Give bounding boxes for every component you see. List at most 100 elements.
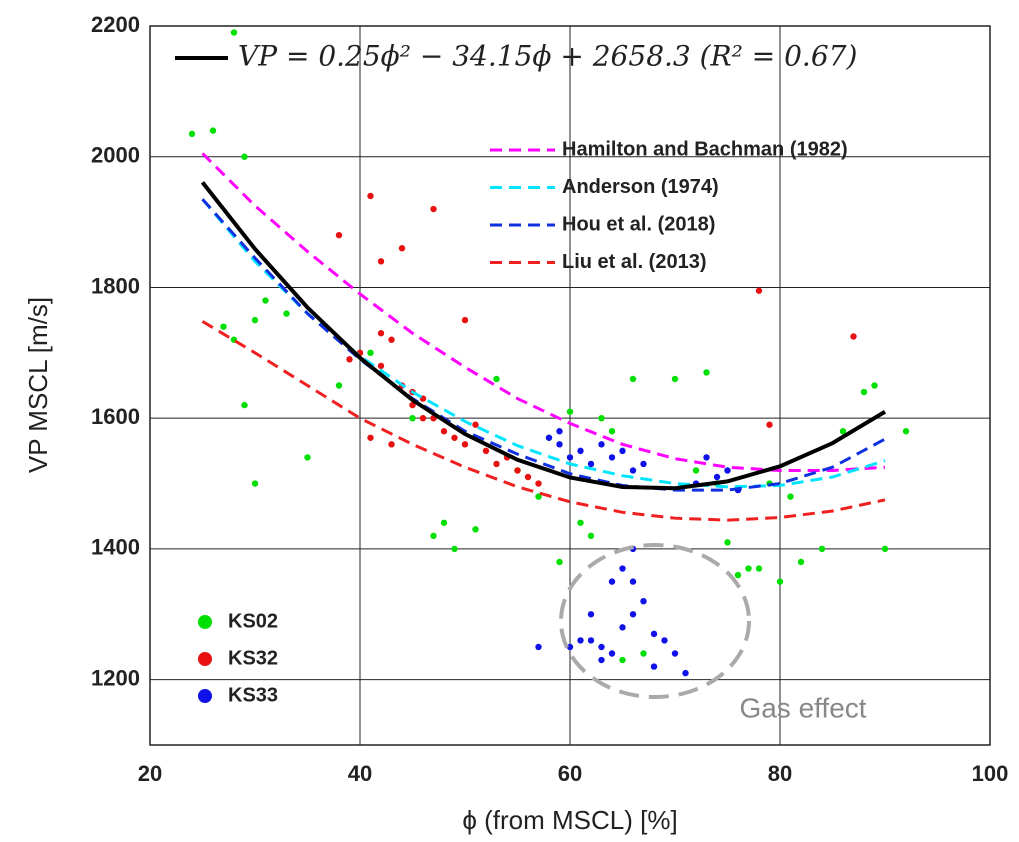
point [346, 356, 353, 363]
y-tick-label: 2200 [91, 12, 140, 37]
point [367, 192, 374, 200]
x-tick-label: 100 [972, 761, 1009, 786]
point [713, 473, 721, 481]
point [493, 460, 500, 468]
point [241, 153, 248, 160]
point [535, 493, 542, 500]
legend-marker [198, 689, 212, 703]
gas-ellipse [559, 543, 751, 699]
point [335, 231, 343, 239]
point [661, 637, 668, 644]
point [818, 545, 826, 553]
x-tick-label: 80 [768, 761, 792, 786]
point [377, 330, 385, 337]
point [409, 401, 416, 409]
point [598, 441, 605, 448]
point [556, 428, 563, 435]
point [703, 369, 710, 376]
point [587, 611, 595, 618]
point [388, 441, 395, 448]
point [745, 565, 752, 572]
point [598, 656, 605, 664]
legend-marker [198, 652, 212, 666]
point [440, 519, 448, 526]
point [650, 630, 658, 638]
point [640, 598, 647, 605]
point [251, 316, 259, 324]
point [482, 447, 490, 455]
point [577, 447, 584, 455]
legend-marker [198, 615, 212, 629]
point [251, 480, 259, 487]
point [587, 460, 595, 468]
y-tick-label: 1200 [91, 665, 140, 690]
point [598, 414, 605, 422]
legend-label: KS33 [228, 684, 278, 706]
legend-label: Hou et al. (2018) [562, 213, 715, 235]
point [587, 532, 595, 540]
point [671, 375, 679, 383]
point [787, 493, 794, 500]
point [577, 637, 584, 644]
point [556, 558, 563, 566]
point [608, 578, 616, 585]
legend-label: Anderson (1974) [562, 176, 719, 198]
point [430, 532, 437, 540]
point [409, 414, 416, 422]
curve [200, 181, 887, 491]
point [629, 578, 637, 585]
point [398, 245, 406, 252]
point [629, 611, 637, 618]
curve [201, 320, 886, 522]
point [850, 333, 857, 340]
point [451, 434, 458, 441]
point [839, 428, 847, 435]
point [619, 624, 626, 631]
point [493, 375, 500, 383]
y-axis-label: VP MSCL [m/s] [23, 297, 53, 473]
point [461, 316, 469, 324]
point [440, 428, 448, 435]
point [703, 454, 710, 461]
point [587, 637, 595, 644]
point [755, 565, 763, 572]
legend-label: Hamilton and Bachman (1982) [562, 138, 848, 160]
point [377, 258, 385, 265]
point [871, 382, 878, 389]
y-tick-label: 1600 [91, 404, 140, 429]
legend-label: KS02 [228, 610, 278, 632]
point [535, 480, 542, 487]
point [608, 650, 616, 657]
point [598, 643, 605, 651]
x-axis-label: ϕ (from MSCL) [%] [462, 805, 677, 835]
point [650, 663, 658, 670]
point [524, 473, 532, 481]
point [461, 441, 469, 448]
point [629, 375, 637, 383]
legend-label: KS32 [228, 647, 278, 669]
point [608, 428, 616, 435]
point [419, 414, 427, 422]
point [377, 362, 385, 370]
point [472, 421, 479, 428]
point [755, 287, 763, 294]
point [797, 558, 805, 566]
point [629, 467, 637, 474]
point [577, 519, 584, 526]
point [388, 336, 395, 343]
point [209, 127, 217, 134]
x-tick-label: 60 [558, 761, 582, 786]
point [535, 643, 542, 651]
point [619, 565, 626, 572]
point [566, 643, 574, 651]
point [640, 460, 647, 468]
legend-label: Liu et al. (2013) [562, 251, 707, 273]
point [451, 545, 458, 553]
point [682, 669, 689, 677]
point [514, 467, 521, 474]
point [335, 382, 343, 389]
point [566, 454, 574, 461]
point [619, 656, 626, 664]
point [766, 421, 773, 428]
point [881, 545, 889, 553]
